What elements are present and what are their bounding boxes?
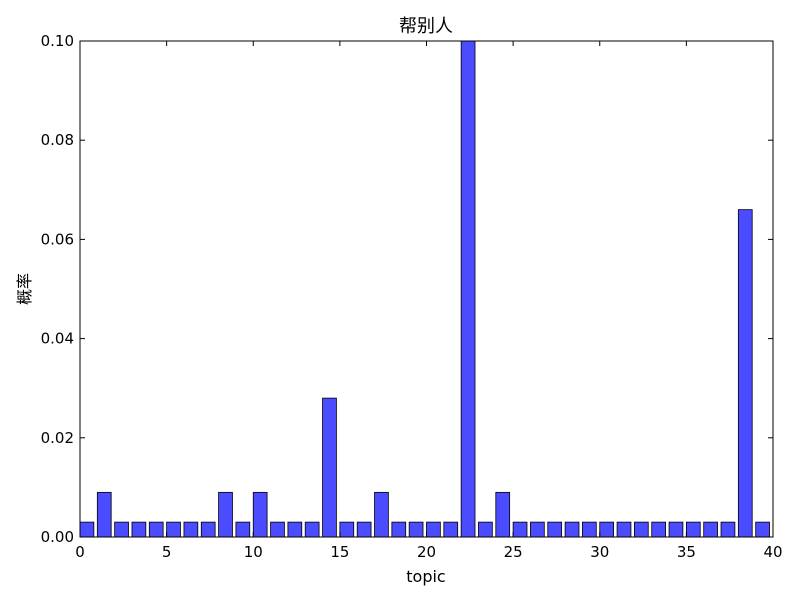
bar-topic-16 (356, 521, 372, 538)
bar-topic-4 (148, 521, 164, 538)
bars-layer (79, 40, 770, 538)
bar-topic-19 (408, 521, 424, 538)
bar-topic-10 (252, 491, 268, 538)
bar-topic-29 (582, 521, 597, 538)
bar-topic-14 (322, 397, 337, 538)
bar-topic-13 (304, 521, 320, 538)
bar-topic-26 (530, 521, 545, 538)
y-tick-label-0.06: 0.06 (41, 230, 74, 248)
ticks-layer: 0 5 10 15 20 25 30 35 40 0.00 0.02 0.04 0.06 0.08 0.10 (41, 32, 783, 561)
bar-topic-12 (287, 521, 303, 538)
bar-topic-5 (166, 521, 181, 538)
bar-topic-38 (737, 209, 753, 538)
bar-topic-24 (495, 491, 511, 538)
bar-topic-35 (685, 521, 701, 538)
x-tick-label-10: 10 (244, 543, 263, 561)
bar-topic-34 (668, 521, 684, 538)
bar-topic-27 (547, 521, 563, 538)
bar-topic-23 (478, 521, 493, 538)
x-tick-label-5: 5 (162, 543, 172, 561)
y-tick-label-0.00: 0.00 (41, 528, 74, 546)
bar-topic-2 (114, 521, 129, 538)
bar-topic-36 (703, 521, 718, 538)
bar-topic-3 (131, 521, 147, 538)
bar-topic-20 (426, 521, 441, 538)
bar-topic-1 (96, 491, 112, 538)
bar-topic-39 (755, 521, 770, 538)
chart-title: 帮别人 (399, 16, 453, 37)
bar-topic-28 (564, 521, 580, 538)
bar-topic-17 (374, 491, 389, 538)
bar-topic-9 (235, 521, 251, 538)
bar-topic-15 (339, 521, 355, 538)
bar-topic-21 (443, 521, 459, 538)
y-tick-label-0.10: 0.10 (41, 32, 74, 50)
x-tick-label-15: 15 (330, 543, 349, 561)
x-tick-label-30: 30 (590, 543, 609, 561)
bar-topic-8 (218, 491, 233, 538)
bar-topic-33 (651, 521, 666, 538)
bar-topic-31 (616, 521, 632, 538)
bar-topic-30 (599, 521, 615, 538)
y-tick-label-0.08: 0.08 (41, 131, 74, 149)
bar-topic-11 (270, 521, 285, 538)
x-tick-label-40: 40 (763, 543, 782, 561)
y-axis-label: 概率 (15, 273, 34, 305)
y-tick-label-0.04: 0.04 (41, 330, 74, 348)
bar-topic-18 (391, 521, 407, 538)
bar-topic-0 (79, 521, 95, 538)
bar-topic-32 (634, 521, 649, 538)
x-tick-label-0: 0 (75, 543, 85, 561)
x-tick-label-25: 25 (504, 543, 523, 561)
y-tick-label-0.02: 0.02 (41, 429, 74, 447)
bar-topic-6 (183, 521, 199, 538)
bar-topic-25 (512, 521, 528, 538)
bar-topic-7 (200, 521, 216, 538)
x-axis-label: topic (406, 567, 445, 586)
x-tick-label-35: 35 (677, 543, 696, 561)
bar-topic-37 (720, 521, 736, 538)
x-tick-label-20: 20 (417, 543, 436, 561)
bar-topic-22 (460, 40, 476, 538)
